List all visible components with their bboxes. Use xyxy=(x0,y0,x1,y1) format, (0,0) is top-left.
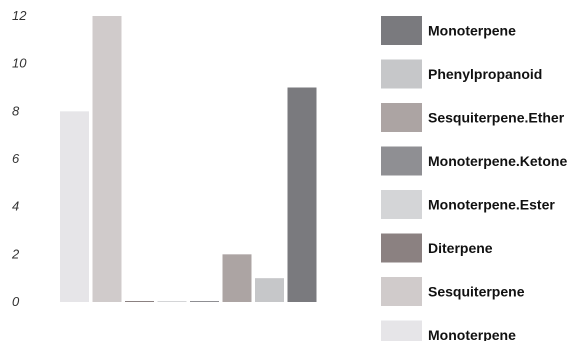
legend-label: Monoterpene.Ester xyxy=(428,197,555,213)
legend-label: Sesquiterpene.Ether xyxy=(428,110,565,126)
legend-swatch xyxy=(381,146,422,176)
legend-label: Diterpene xyxy=(428,240,493,256)
legend-item: Monoterpene.Ketone xyxy=(381,146,567,176)
legend-label: Monoterpene xyxy=(428,327,516,341)
y-tick-label: 2 xyxy=(11,246,20,261)
legend-item: Sesquiterpene xyxy=(381,277,525,306)
legend-item: Monoterpene xyxy=(381,16,516,45)
bar xyxy=(125,301,154,302)
bars xyxy=(60,16,317,302)
legend-swatch xyxy=(381,59,422,89)
y-tick-label: 6 xyxy=(12,151,20,166)
y-tick-label: 8 xyxy=(12,103,20,118)
y-tick-label: 4 xyxy=(12,199,19,214)
legend-label: Monoterpene xyxy=(428,23,516,39)
legend-label: Phenylpropanoid xyxy=(428,66,542,82)
legend-item: Sesquiterpene.Ether xyxy=(381,103,565,132)
legend-swatch xyxy=(381,103,422,132)
legend-swatch xyxy=(381,233,422,263)
bar xyxy=(287,87,317,302)
legend-label: Sesquiterpene xyxy=(428,284,525,300)
y-axis: 0 2 4 6 8 10 12 xyxy=(11,8,27,309)
legend-swatch xyxy=(381,320,422,341)
bar xyxy=(222,254,252,302)
bar xyxy=(157,301,187,302)
legend-item: Phenylpropanoid xyxy=(381,59,542,89)
legend: Monoterpene Phenylpropanoid Sesquiterpene.… xyxy=(381,16,567,341)
y-tick-label: 0 xyxy=(12,294,20,309)
legend-item: Monoterpene xyxy=(381,320,516,341)
legend-swatch xyxy=(381,277,422,306)
bar xyxy=(255,278,284,302)
legend-swatch xyxy=(381,190,422,219)
bar xyxy=(92,16,122,302)
y-tick-label: 12 xyxy=(12,8,27,23)
bar xyxy=(60,111,89,302)
legend-swatch xyxy=(381,16,422,45)
bar xyxy=(190,301,219,302)
legend-label: Monoterpene.Ketone xyxy=(428,153,567,169)
y-tick-label: 10 xyxy=(12,56,27,71)
legend-item: Diterpene xyxy=(381,233,493,263)
legend-item: Monoterpene.Ester xyxy=(381,190,555,219)
